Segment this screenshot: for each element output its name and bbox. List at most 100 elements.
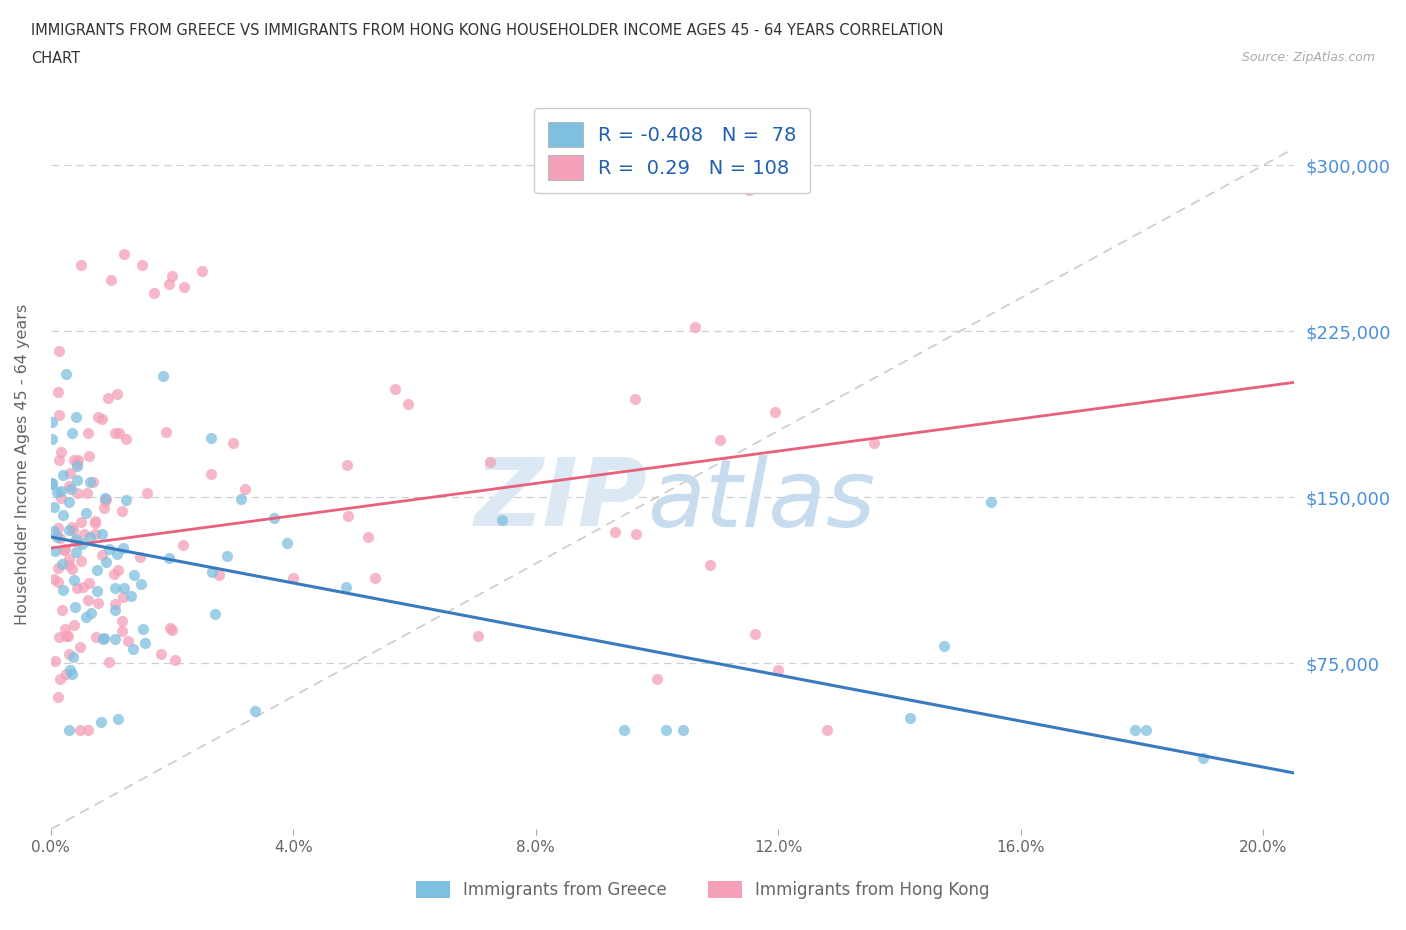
Point bbox=[467, 628, 489, 643]
Point bbox=[66, 581, 89, 596]
Point bbox=[62, 522, 84, 537]
Point bbox=[204, 607, 226, 622]
Point bbox=[94, 490, 117, 505]
Point bbox=[66, 457, 89, 472]
Point bbox=[52, 508, 75, 523]
Point bbox=[53, 621, 76, 636]
Point bbox=[41, 477, 63, 492]
Point bbox=[121, 642, 143, 657]
Point bbox=[84, 513, 107, 528]
Legend: R = -0.408   N =  78, R =  0.29   N = 108: R = -0.408 N = 78, R = 0.29 N = 108 bbox=[534, 109, 810, 193]
Point bbox=[132, 621, 155, 636]
Point bbox=[79, 530, 101, 545]
Point bbox=[94, 494, 117, 509]
Point bbox=[51, 556, 73, 571]
Point bbox=[107, 711, 129, 726]
Point bbox=[655, 722, 678, 737]
Point bbox=[276, 536, 298, 551]
Point bbox=[111, 624, 134, 639]
Point bbox=[86, 562, 108, 577]
Point bbox=[69, 722, 91, 737]
Text: Source: ZipAtlas.com: Source: ZipAtlas.com bbox=[1241, 51, 1375, 64]
Point bbox=[42, 524, 65, 538]
Text: atlas: atlas bbox=[647, 455, 876, 546]
Point bbox=[46, 384, 69, 399]
Point bbox=[243, 703, 266, 718]
Point bbox=[104, 580, 127, 595]
Text: ZIP: ZIP bbox=[475, 455, 647, 547]
Point bbox=[46, 575, 69, 590]
Point bbox=[49, 445, 72, 459]
Text: CHART: CHART bbox=[31, 51, 80, 66]
Point bbox=[111, 590, 134, 604]
Point bbox=[683, 320, 706, 335]
Point bbox=[142, 286, 165, 301]
Point bbox=[737, 182, 759, 197]
Point bbox=[162, 623, 184, 638]
Point bbox=[86, 583, 108, 598]
Point bbox=[1135, 722, 1157, 737]
Point bbox=[48, 408, 70, 423]
Point bbox=[191, 264, 214, 279]
Point bbox=[94, 554, 117, 569]
Point bbox=[91, 527, 114, 542]
Point bbox=[60, 519, 83, 534]
Point bbox=[41, 432, 63, 446]
Point bbox=[82, 475, 104, 490]
Point bbox=[58, 551, 80, 566]
Point bbox=[46, 530, 69, 545]
Point bbox=[84, 516, 107, 531]
Point bbox=[112, 246, 135, 261]
Point bbox=[41, 475, 63, 490]
Point bbox=[90, 548, 112, 563]
Point bbox=[709, 433, 731, 448]
Point bbox=[208, 567, 231, 582]
Point bbox=[70, 258, 93, 272]
Point bbox=[60, 482, 83, 497]
Point bbox=[77, 722, 100, 737]
Point bbox=[44, 543, 66, 558]
Point bbox=[93, 631, 115, 645]
Y-axis label: Householder Income Ages 45 - 64 years: Householder Income Ages 45 - 64 years bbox=[15, 303, 30, 625]
Point bbox=[107, 563, 129, 578]
Point bbox=[173, 279, 195, 294]
Point bbox=[94, 492, 117, 507]
Point bbox=[159, 620, 181, 635]
Point bbox=[479, 455, 502, 470]
Point bbox=[51, 484, 73, 498]
Point bbox=[58, 558, 80, 573]
Point bbox=[60, 426, 83, 441]
Point bbox=[59, 465, 82, 480]
Point bbox=[233, 482, 256, 497]
Point bbox=[135, 485, 157, 500]
Point bbox=[491, 512, 513, 527]
Point bbox=[79, 474, 101, 489]
Point bbox=[83, 526, 105, 541]
Point bbox=[335, 579, 357, 594]
Point bbox=[111, 503, 134, 518]
Point bbox=[104, 596, 127, 611]
Point bbox=[48, 629, 70, 644]
Point bbox=[70, 537, 93, 551]
Point bbox=[105, 387, 128, 402]
Point bbox=[699, 558, 721, 573]
Point bbox=[217, 549, 239, 564]
Point bbox=[98, 655, 121, 670]
Point bbox=[77, 592, 100, 607]
Point bbox=[863, 435, 886, 450]
Point bbox=[80, 605, 103, 620]
Point bbox=[114, 432, 136, 446]
Point bbox=[105, 547, 128, 562]
Point bbox=[63, 600, 86, 615]
Point bbox=[77, 576, 100, 591]
Point bbox=[67, 453, 90, 468]
Point bbox=[980, 494, 1002, 509]
Point bbox=[44, 654, 66, 669]
Point bbox=[49, 671, 72, 686]
Point bbox=[55, 667, 77, 682]
Point bbox=[172, 538, 194, 552]
Point bbox=[283, 570, 305, 585]
Point bbox=[229, 492, 252, 507]
Point bbox=[91, 412, 114, 427]
Point bbox=[357, 529, 380, 544]
